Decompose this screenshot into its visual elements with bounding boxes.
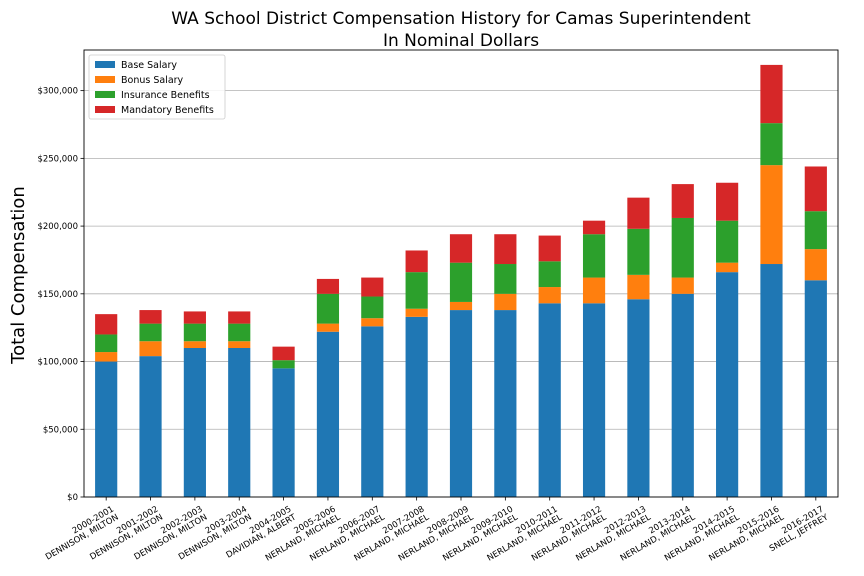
bar-segment-insurance-benefits (582, 234, 606, 278)
bar-segment-bonus-salary (95, 352, 118, 362)
bar-segment-bonus-salary (316, 323, 340, 332)
y-tick-label: $0 (67, 493, 78, 503)
bar-segment-base-salary (95, 361, 118, 497)
legend-swatch (95, 91, 115, 98)
y-tick-label: $300,000 (37, 87, 78, 97)
bar-segment-insurance-benefits (804, 211, 827, 250)
bar-segment-insurance-benefits (228, 323, 251, 342)
bar-segment-mandatory-benefits (361, 277, 384, 297)
bar-segment-base-salary (494, 310, 517, 497)
legend-swatch (95, 106, 115, 113)
bar-segment-insurance-benefits (494, 264, 517, 294)
y-tick-label: $200,000 (37, 222, 78, 232)
bar-segment-mandatory-benefits (671, 184, 694, 218)
y-ticks: $0 $50,000 $100,000 $150,000 $200,000 $250,00… (37, 87, 84, 503)
bar-segment-mandatory-benefits (538, 235, 561, 262)
bar-segment-bonus-salary (627, 274, 650, 300)
bar-segment-insurance-benefits (316, 293, 340, 324)
bar-segment-base-salary (538, 303, 561, 497)
bar-segment-base-salary (804, 280, 827, 497)
bar-segment-mandatory-benefits (716, 182, 739, 221)
bar-segment-insurance-benefits (139, 323, 162, 342)
legend-swatch (95, 61, 115, 68)
bar-segment-insurance-benefits (716, 220, 739, 263)
bar-segment-base-salary (760, 264, 783, 497)
y-tick-label: $250,000 (37, 154, 78, 164)
bar-segment-base-salary (449, 310, 473, 497)
bar-segment-mandatory-benefits (228, 311, 251, 324)
bar-segment-insurance-benefits (671, 217, 694, 278)
bar-segment-mandatory-benefits (405, 250, 428, 273)
bar-segment-mandatory-benefits (804, 166, 827, 212)
bar-segment-base-salary (183, 348, 206, 497)
legend-label: Base Salary (121, 60, 177, 71)
bars (95, 64, 827, 497)
bar-segment-bonus-salary (361, 318, 384, 327)
bar-segment-base-salary (228, 348, 251, 497)
chart-subtitle: In Nominal Dollars (383, 31, 539, 51)
bar-segment-bonus-salary (671, 277, 694, 294)
bar-segment-insurance-benefits (272, 360, 295, 369)
y-tick-label: $50,000 (43, 425, 78, 435)
bar-segment-mandatory-benefits (760, 64, 783, 124)
bar-segment-base-salary (671, 293, 694, 497)
x-ticks: 2000-2001DENNISON, MILTON2001-2002DENNIS… (44, 497, 831, 564)
bar-segment-bonus-salary (582, 277, 606, 304)
bar-segment-bonus-salary (228, 341, 251, 348)
y-tick-label: $100,000 (37, 358, 78, 368)
bar-segment-base-salary (405, 316, 428, 497)
bar-segment-mandatory-benefits (139, 310, 162, 324)
legend-label: Insurance Benefits (121, 90, 210, 101)
bar-segment-insurance-benefits (405, 272, 428, 309)
bar-segment-bonus-salary (494, 293, 517, 311)
bar-segment-base-salary (139, 356, 162, 497)
bar-segment-mandatory-benefits (316, 278, 340, 294)
bar-segment-insurance-benefits (183, 323, 206, 342)
bar-segment-insurance-benefits (95, 334, 118, 353)
bar-segment-base-salary (582, 303, 606, 497)
y-axis-label: Total Compensation (8, 186, 29, 365)
bar-segment-mandatory-benefits (494, 234, 517, 265)
bar-segment-bonus-salary (139, 341, 162, 357)
bar-segment-mandatory-benefits (627, 197, 650, 229)
bar-segment-mandatory-benefits (95, 314, 118, 335)
bar-segment-insurance-benefits (361, 296, 384, 319)
bar-segment-bonus-salary (760, 165, 783, 265)
bar-segment-insurance-benefits (627, 228, 650, 275)
bar-segment-base-salary (316, 331, 340, 497)
bar-segment-insurance-benefits (760, 123, 783, 166)
bar-segment-mandatory-benefits (183, 311, 206, 324)
bar-segment-bonus-salary (716, 262, 739, 273)
legend-label: Mandatory Benefits (121, 105, 214, 116)
y-tick-label: $150,000 (37, 290, 78, 300)
legend-swatch (95, 76, 115, 83)
bar-segment-base-salary (361, 326, 384, 497)
legend: Base Salary Bonus Salary Insurance Benefit… (88, 54, 226, 120)
legend-box (88, 54, 226, 120)
bar-segment-mandatory-benefits (272, 346, 295, 361)
bar-segment-base-salary (272, 368, 295, 497)
bar-segment-mandatory-benefits (582, 220, 606, 235)
bar-segment-base-salary (627, 299, 650, 497)
bar-segment-bonus-salary (804, 249, 827, 281)
legend-label: Bonus Salary (121, 75, 184, 86)
bar-segment-bonus-salary (449, 301, 473, 311)
bar-segment-bonus-salary (183, 341, 206, 348)
bar-segment-bonus-salary (538, 287, 561, 304)
chart-title: WA School District Compensation History … (171, 9, 751, 29)
bar-segment-insurance-benefits (449, 262, 473, 302)
bar-segment-insurance-benefits (538, 261, 561, 288)
bar-segment-base-salary (716, 272, 739, 497)
bar-segment-mandatory-benefits (449, 234, 473, 263)
bar-segment-bonus-salary (405, 308, 428, 317)
